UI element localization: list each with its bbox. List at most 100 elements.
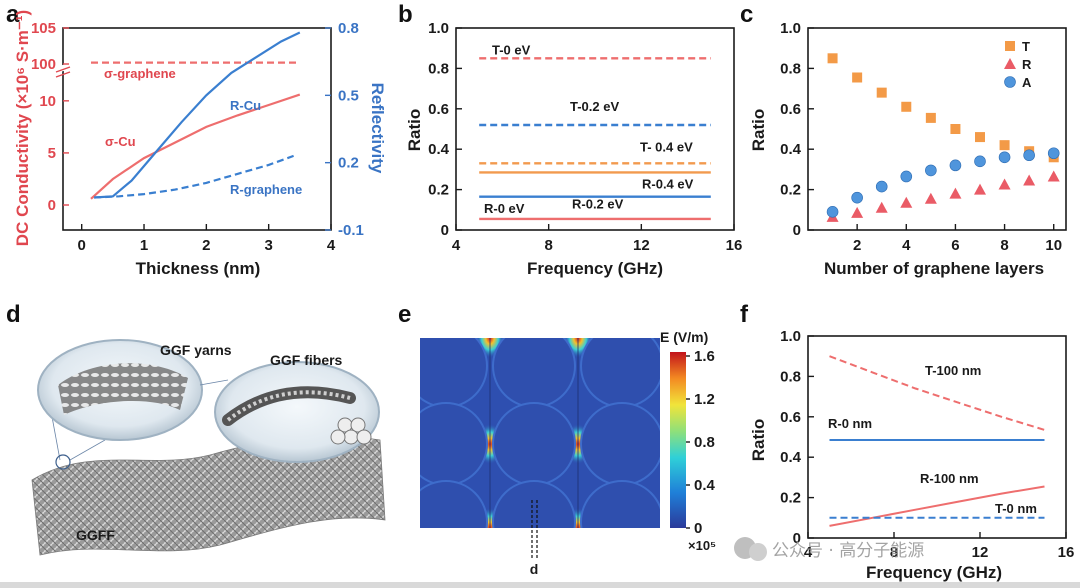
y-tick-label-f: 1.0 [780,328,801,345]
y-tick-label-f: 0.2 [780,490,801,507]
x-tick-label-f: 4 [804,544,813,561]
wechat-icon-bubble [749,543,767,561]
series-label-b: R-0.2 eV [572,197,624,212]
annotation-r-cu: R-Cu [230,98,261,113]
y-axis-label-right-a: Reflectivity [368,83,387,174]
y-tick-label-f: 0.6 [780,409,801,426]
annotation-sigma-cu: σ-Cu [105,134,136,149]
x-tick-label-b: 8 [544,237,552,254]
y-right-tick-label-a: -0.1 [338,222,364,239]
y-left-tick-label-a: 105 [31,20,56,37]
fiber-cross-section-circle [420,338,488,408]
data-point-a [925,164,937,177]
y-left-tick-label-a: 0 [48,197,56,214]
watermark-text: 公众号 · 高分子能源 [772,541,924,561]
x-tick-label-a: 2 [202,237,210,254]
plot-frame-a [62,27,332,231]
y-axis-label-left-a: DC Conductivity (×10⁶ S·m⁻¹) [13,10,32,246]
series-label-b: T- 0.4 eV [640,139,693,154]
series-line-cu [90,93,301,200]
data-point-a [949,159,962,172]
series-label-b: R-0.4 eV [642,176,694,191]
panel-label-f: f [740,301,749,328]
data-point-a [1023,149,1035,162]
legend-marker-r [1004,58,1016,69]
series-label-f: T-100 nm [925,363,981,378]
x-tick-label-f: 8 [890,544,898,561]
annotation-r-graphene: R-graphene [230,182,302,197]
x-tick-label-c: 10 [1045,237,1062,254]
x-tick-label-c: 4 [902,237,911,254]
chart-panel-e: d E (V/m) 1.6 1.2 0.8 0.4 0 ×10⁵ [420,329,716,577]
panel-label-a: a [6,1,20,28]
legend-label-r: R [1022,57,1032,72]
x-axis-label-b: Frequency (GHz) [527,259,663,278]
x-tick-label-a: 4 [327,237,336,254]
series-label-b: T-0 eV [492,42,531,57]
data-point-t [852,72,863,83]
plot-frame-c [807,27,1067,231]
y-right-tick-label-a: 0.2 [338,155,359,172]
colorbar-tick-label: 0.8 [694,434,715,451]
y-tick-label-c: 0.6 [780,101,801,118]
y-axis-label-c: Ratio [749,109,768,152]
data-point-r [974,183,986,195]
label-ggf-fibers: GGF fibers [270,352,343,368]
legend-label-a: A [1022,75,1032,90]
y-tick-label-b: 0.2 [428,182,449,199]
series-label-b: T-0.2 eV [570,99,619,114]
data-point-t [876,87,887,98]
data-point-a [1047,147,1060,160]
gap-label: d [530,561,539,577]
fiber-cross-section-circle [420,480,488,528]
y-right-tick-label-a: 0.5 [338,87,359,104]
panel-label-d: d [6,301,21,328]
data-point-t [999,140,1010,151]
panel-label-c: c [740,1,753,28]
x-tick-label-c: 6 [951,237,959,254]
plot-frame-f [807,335,1067,539]
colorbar-tick-label: 0.4 [694,477,716,494]
y-tick-label-b: 0.6 [428,101,449,118]
y-tick-label-b: 0 [441,222,449,239]
watermark: 公众号 · 高分子能源 [734,537,924,561]
axis-break-mark [55,63,71,78]
fiber-cross-section-circle [492,338,576,408]
y-tick-label-c: 0.2 [780,182,801,199]
x-tick-label-f: 12 [972,544,989,561]
data-point-a [900,170,913,183]
zoom-circle [55,454,71,470]
colorbar-tick-label: 0 [694,520,702,537]
annotation-sigma-graphene: σ-graphene [104,66,176,81]
fiber-cross-section-circle [580,402,660,486]
series-label-f: R-100 nm [920,471,979,486]
series-line-f [829,485,1045,527]
data-point-r [875,201,888,213]
bottom-bar [0,582,1080,588]
series-line-f [829,355,1045,431]
y-tick-label-f: 0.4 [780,449,802,466]
data-point-a [875,180,888,193]
colorbar-multiplier: ×10⁵ [688,538,716,553]
y-right-tick-label-a: 0.8 [338,20,359,37]
x-tick-label-c: 8 [1000,237,1008,254]
yarn-weave [58,363,188,415]
data-point-r [851,206,864,218]
x-tick-label-b: 12 [633,237,650,254]
fiber-cross-section [330,417,372,445]
x-tick-label-a: 0 [78,237,86,254]
x-axis-label-c: Number of graphene layers [824,259,1044,278]
fiber-cross-section-circle [492,402,576,486]
fiber-cross-section-circle [580,338,660,408]
fabric-sheet [31,435,386,556]
y-tick-label-b: 0.4 [428,141,450,158]
x-axis-label-f: Frequency (GHz) [866,563,1002,582]
series-label-f: T-0 nm [995,501,1037,516]
y-axis-label-b: Ratio [405,109,424,152]
illustration-ggff: GGF yarns GGF fibers GGFF [31,339,386,556]
fiber-cross-section-circle [420,402,488,486]
legend-marker-a [1004,76,1016,88]
zoom-line [199,379,229,386]
